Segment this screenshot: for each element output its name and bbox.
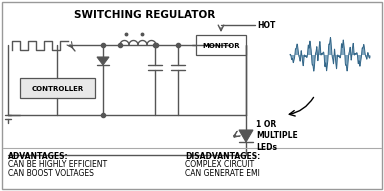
Bar [196, 35, 246, 55]
Text: CAN GENERATE EMI: CAN GENERATE EMI [185, 169, 260, 178]
Text: SWITCHING REGULATOR: SWITCHING REGULATOR [74, 10, 216, 20]
Text: CONTROLLER: CONTROLLER [31, 86, 84, 92]
Polygon shape [239, 130, 253, 142]
Bar [20, 78, 95, 98]
Text: CAN BOOST VOLTAGES: CAN BOOST VOLTAGES [8, 169, 94, 178]
Text: DISADVANTAGES:: DISADVANTAGES: [185, 152, 260, 161]
Text: MONITOR: MONITOR [202, 43, 240, 49]
Polygon shape [97, 57, 109, 65]
Text: COMPLEX CIRCUIT: COMPLEX CIRCUIT [185, 160, 254, 169]
Text: ADVANTAGES:: ADVANTAGES: [8, 152, 69, 161]
Text: 1 OR
MULTIPLE
LEDs: 1 OR MULTIPLE LEDs [256, 120, 298, 152]
Text: HOT: HOT [257, 22, 275, 31]
Text: CAN BE HIGHLY EFFICIENT: CAN BE HIGHLY EFFICIENT [8, 160, 107, 169]
